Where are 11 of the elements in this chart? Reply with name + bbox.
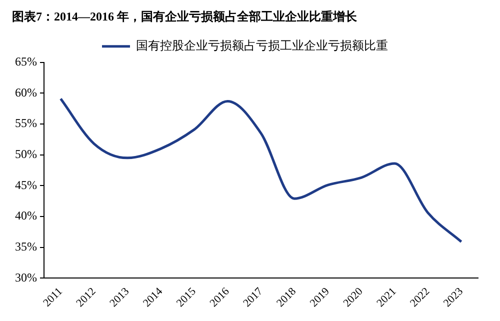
y-tick-label: 40% bbox=[14, 208, 37, 223]
y-tick-label: 35% bbox=[14, 239, 37, 254]
y-tick-label: 65% bbox=[14, 54, 37, 69]
y-tick-label: 60% bbox=[14, 85, 37, 100]
chart-title: 图表7：2014—2016 年，国有企业亏损额占全部工业企业比重增长 bbox=[12, 9, 358, 24]
line-series bbox=[59, 98, 463, 243]
y-tick-label: 50% bbox=[14, 147, 37, 162]
y-tick-label: 30% bbox=[14, 270, 37, 284]
legend-label: 国有控股企业亏损额占亏损工业企业亏损额比重 bbox=[136, 38, 388, 53]
y-tick-label: 45% bbox=[14, 178, 37, 192]
y-tick-label: 55% bbox=[14, 116, 37, 130]
